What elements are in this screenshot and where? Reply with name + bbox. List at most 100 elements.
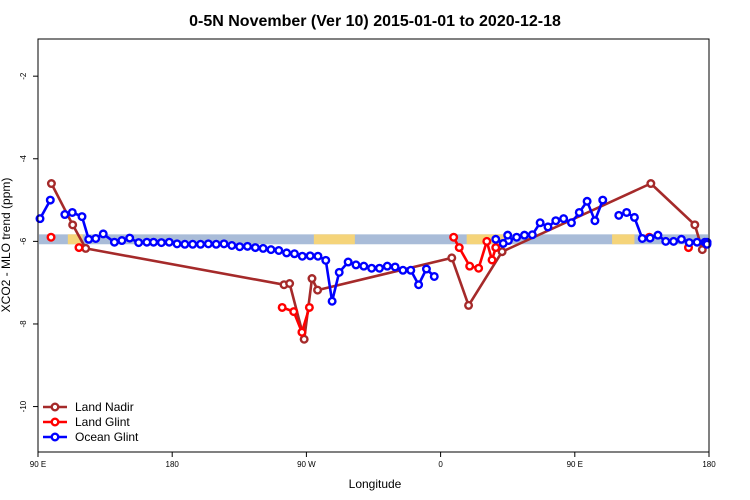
x-tick-label: 180 [702,460,716,469]
legend-marker [50,417,60,427]
x-axis: 90 E 180 90 W 0 90 E 180 [30,452,716,469]
data-point [180,239,190,249]
y-tick-label: -10 [19,400,28,412]
data-point [582,196,592,206]
data-point [46,179,56,189]
data-point [327,296,337,306]
data-point [277,302,287,312]
data-point [211,239,221,249]
x-axis-title: Longitude [349,477,402,491]
series-layer [35,179,712,344]
data-point [622,207,632,217]
legend-marker [50,432,60,442]
data-point [203,239,213,249]
data-point [258,243,268,253]
data-point [421,264,431,274]
data-point [429,271,439,281]
reference-band [39,234,708,245]
chart-title: 0-5N November (Ver 10) 2015-01-01 to 202… [189,13,561,30]
data-point [465,261,475,271]
data-point [503,230,513,240]
data-point [690,220,700,230]
data-point [274,245,284,255]
data-point [614,210,624,220]
data-point [149,237,159,247]
data-point [321,255,331,265]
data-point [535,218,545,228]
x-tick-label: 90 E [567,460,583,469]
data-point [590,216,600,226]
data-point [297,327,307,337]
data-point [68,220,78,230]
data-point [382,261,392,271]
data-point [45,195,55,205]
y-tick-label: -8 [19,320,28,328]
legend-marker [50,402,60,412]
data-point [196,239,206,249]
data-point [134,238,144,248]
series-line [281,306,311,334]
data-point [243,241,253,251]
data-point [67,207,77,217]
data-point [697,245,707,255]
y-tick-label: -4 [19,155,28,163]
data-point [566,218,576,228]
y-tick-label: -2 [19,72,28,80]
series-land-nadir [46,179,707,344]
data-point [91,233,101,243]
x-tick-label: 0 [438,460,443,469]
plot-frame [37,38,710,453]
data-point [454,243,464,253]
band-highlight [67,234,83,245]
data-point [219,239,229,249]
data-point [250,243,260,253]
data-point [307,274,317,284]
data-point [669,236,679,246]
data-point [125,233,135,243]
data-point [164,237,174,247]
data-point [661,236,671,246]
data-point [359,261,369,271]
data-point [188,239,198,249]
x-tick-label: 180 [166,460,180,469]
data-point [574,207,584,217]
data-point [60,210,70,220]
data-point [313,251,323,261]
data-point [684,238,694,248]
series-line [64,211,436,303]
data-point [98,229,108,239]
data-point [289,307,299,317]
data-point [305,251,315,261]
data-point [235,242,245,252]
data-point [474,263,484,273]
legend-item: Land Glint [43,415,130,429]
band-highlight [313,234,355,245]
data-point [282,248,292,258]
data-point [304,302,314,312]
data-point [46,232,56,242]
data-point [117,236,127,246]
data-point [414,280,424,290]
band-highlight [612,234,635,245]
data-point [559,214,569,224]
data-point [299,334,309,344]
x-tick-label: 90 W [297,460,316,469]
data-point [334,267,344,277]
data-point [482,236,492,246]
data-point [497,247,507,257]
data-point [551,216,561,226]
data-point [266,245,276,255]
series-land-glint [46,232,693,337]
data-point [351,260,361,270]
x-tick-label: 90 E [30,460,46,469]
data-point [653,230,663,240]
data-point [367,263,377,273]
data-point [77,212,87,222]
y-axis-title: XCO2 - MLO trend (ppm) [0,178,13,313]
legend-label: Ocean Glint [75,430,139,444]
data-point [637,233,647,243]
data-point [84,234,94,244]
data-point [519,230,529,240]
data-point [491,234,501,244]
